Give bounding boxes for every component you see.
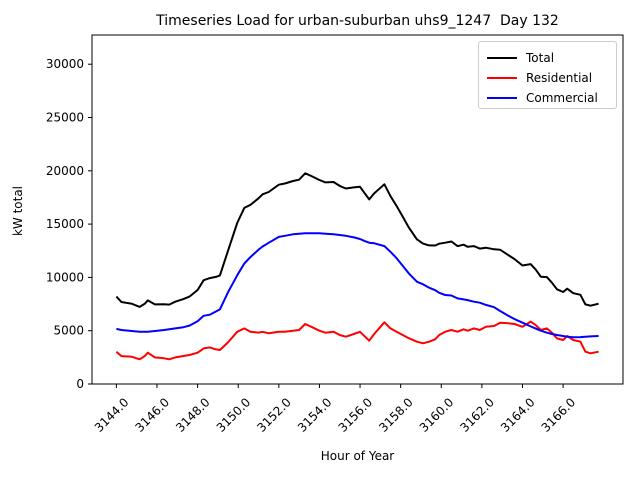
legend-item-residential: Residential bbox=[487, 68, 616, 88]
y-axis-label: kW total bbox=[11, 185, 25, 237]
x-tick-label: 3150.0 bbox=[214, 395, 254, 435]
y-tick-label: 5000 bbox=[53, 324, 84, 338]
legend-line-sample-total bbox=[487, 57, 517, 59]
y-tick-label: 20000 bbox=[46, 164, 84, 178]
y-tick-label: 0 bbox=[76, 377, 84, 391]
x-tick-label: 3146.0 bbox=[133, 395, 173, 435]
legend: Total Residential Commercial bbox=[478, 41, 617, 109]
legend-label-residential: Residential bbox=[526, 71, 593, 85]
x-tick-label: 3156.0 bbox=[336, 395, 376, 435]
line-commercial bbox=[116, 232, 599, 339]
x-tick-label: 3166.0 bbox=[539, 395, 579, 435]
legend-label-commercial: Commercial bbox=[526, 91, 598, 105]
x-tick-label: 3148.0 bbox=[173, 395, 213, 435]
x-tick-label: 3164.0 bbox=[498, 395, 538, 435]
legend-line-sample-commercial bbox=[487, 97, 517, 99]
line-residential bbox=[115, 320, 599, 361]
y-tick-label: 15000 bbox=[46, 217, 84, 231]
legend-item-total: Total bbox=[487, 48, 616, 68]
axes-frame bbox=[91, 34, 624, 385]
x-tick-label: 3152.0 bbox=[254, 395, 294, 435]
x-tick-label: 3158.0 bbox=[376, 395, 416, 435]
y-tick-label: 10000 bbox=[46, 270, 84, 284]
y-tick-label: 30000 bbox=[46, 57, 84, 71]
legend-line-sample-residential bbox=[487, 77, 517, 79]
x-tick-label: 3160.0 bbox=[417, 395, 457, 435]
y-tick-label: 25000 bbox=[46, 111, 84, 125]
legend-label-total: Total bbox=[526, 51, 555, 65]
chart-title: Timeseries Load for urban-suburban uhs9_… bbox=[156, 13, 559, 29]
legend-item-commercial: Commercial bbox=[487, 88, 616, 108]
x-tick-label: 3162.0 bbox=[457, 395, 497, 435]
x-axis-label: Hour of Year bbox=[320, 449, 395, 463]
x-tick-label: 3154.0 bbox=[295, 395, 335, 435]
x-tick-label: 3144.0 bbox=[92, 395, 132, 435]
line-total bbox=[115, 172, 599, 308]
